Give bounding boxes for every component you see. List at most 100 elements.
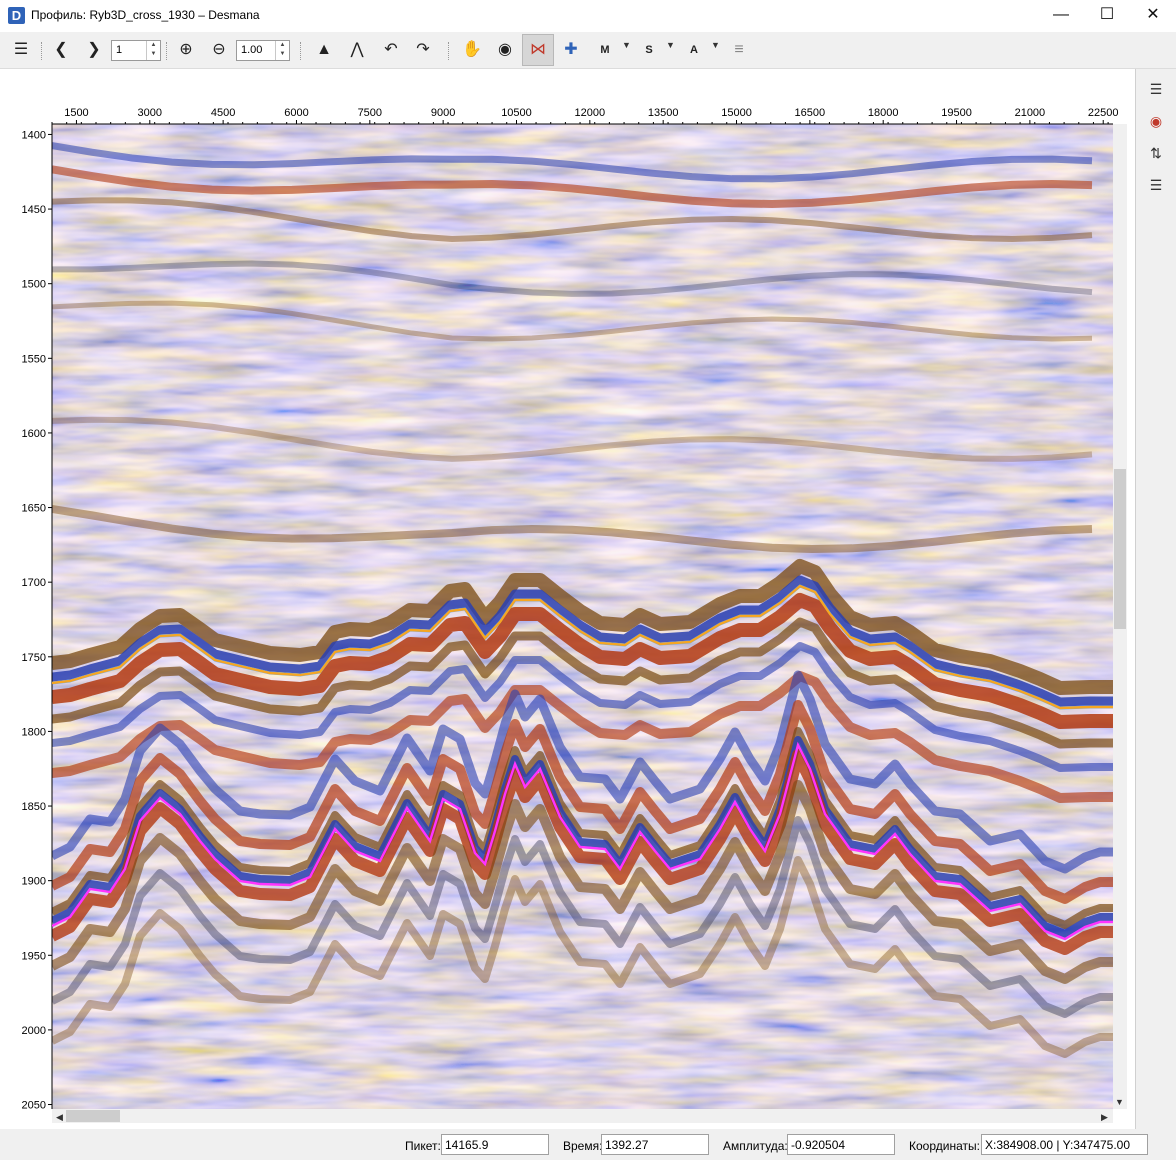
redo-icon[interactable]: ↷ — [416, 41, 430, 58]
x-tick-label: 4500 — [211, 107, 235, 119]
amplitude-field[interactable]: -0.920504 — [787, 1134, 895, 1155]
horizontal-scrollbar[interactable] — [52, 1109, 1113, 1123]
maximize-icon[interactable]: ☐ — [1099, 6, 1115, 23]
y-tick-label: 1850 — [22, 801, 46, 813]
seismic-plot[interactable]: 1500 3000 4500 6000 7500 9000 10500 12000 13500 1… — [0, 69, 1135, 1129]
reflector-band — [52, 816, 1113, 1018]
x-tick-label: 21000 — [1015, 107, 1046, 119]
attribute-a-icon[interactable]: A — [679, 35, 709, 65]
x-tick-label: 18000 — [868, 107, 899, 119]
y-tick-label: 1550 — [22, 353, 46, 365]
x-tick-label: 10500 — [501, 107, 532, 119]
seismic-profile-view[interactable]: 1500 3000 4500 6000 7500 9000 10500 12000 13500 1… — [0, 69, 1136, 1129]
reflector-band — [52, 300, 1093, 342]
time-field[interactable]: 1392.27 — [601, 1134, 709, 1155]
pan-icon[interactable]: ✋ — [462, 41, 482, 58]
y-tick-label: 1500 — [22, 279, 46, 291]
reflector-band — [52, 165, 1093, 208]
palette-icon[interactable]: ◉ — [1149, 113, 1163, 129]
y-tick-label: 2050 — [22, 1100, 46, 1112]
attribute-s-icon[interactable]: S — [634, 35, 664, 65]
coordinates-label: Координаты: — [909, 1139, 980, 1153]
toolbar: ☰ ❮ ❯ 1 ▲ ▼ ⊕ ⊖ 1.00 ▲ ▼ ▲ ⋀ ↶ ↷ ✋ ◉ ⋈ ✚ M… — [0, 32, 1176, 69]
scroll-left-icon[interactable]: ◀ — [56, 1112, 63, 1122]
close-icon[interactable]: ✕ — [1146, 6, 1160, 23]
page-value: 1 — [116, 44, 123, 56]
spin-arrows-icon[interactable]: ▲ ▼ — [275, 41, 289, 60]
next-icon[interactable]: ❯ — [87, 41, 101, 58]
separator — [41, 42, 43, 60]
filter-icon[interactable]: ⇅ — [1150, 145, 1162, 161]
chevron-down-icon[interactable]: ▼ — [711, 40, 720, 50]
layers-settings-icon[interactable]: ☰ — [1149, 81, 1163, 97]
seismic-image — [52, 124, 1113, 1109]
scroll-down-icon[interactable]: ▼ — [1115, 1097, 1124, 1107]
attribute-s-label: S — [645, 44, 653, 56]
x-tick-label: 9000 — [431, 107, 455, 119]
x-tick-label: 16500 — [795, 107, 826, 119]
pick-field[interactable]: 14165.9 — [441, 1134, 549, 1155]
reflector-band — [52, 505, 1093, 553]
horizontal-scroll-thumb[interactable] — [66, 1110, 120, 1122]
wiggle-icon[interactable]: ▲ — [316, 41, 332, 58]
right-panel: ☰ ◉ ⇅ ☰ — [1136, 69, 1176, 1129]
reflector-band — [52, 142, 1093, 183]
x-tick-label: 6000 — [284, 107, 308, 119]
y-tick-label: 1600 — [22, 428, 46, 440]
properties-icon[interactable]: ☰ — [1149, 177, 1163, 193]
chevron-down-icon[interactable]: ▼ — [622, 40, 631, 50]
horizon-edit-icon[interactable]: ⋈ — [522, 34, 554, 66]
y-tick-label: 1900 — [22, 876, 46, 888]
minimize-icon[interactable]: — — [1053, 6, 1069, 23]
zoom-out-icon[interactable]: ⊖ — [212, 41, 226, 58]
window-title: Профиль: Ryb3D_cross_1930 – Desmana — [31, 8, 260, 22]
horizon-upper[interactable] — [52, 584, 1113, 710]
reflector-band — [52, 593, 1113, 729]
reflector-band — [52, 575, 1113, 707]
reflector-band — [52, 617, 1113, 749]
crosshair-icon[interactable]: ✚ — [564, 41, 578, 58]
variable-area-icon[interactable]: ⋀ — [350, 41, 364, 58]
reflector-band — [52, 856, 1113, 1058]
x-tick-label: 1500 — [64, 107, 88, 119]
attribute-m-icon[interactable]: M — [590, 35, 620, 65]
y-tick-label: 1800 — [22, 726, 46, 738]
x-tick-label: 7500 — [358, 107, 382, 119]
reflector-band — [52, 780, 1113, 984]
settings-icon[interactable]: ≡ — [734, 41, 744, 58]
scroll-right-icon[interactable]: ▶ — [1101, 1112, 1108, 1122]
x-tick-label: 22500 — [1088, 107, 1119, 119]
reflector-band — [52, 260, 1093, 297]
reflector-band — [52, 642, 1113, 772]
zoom-spinbox[interactable]: 1.00 ▲ ▼ — [236, 40, 290, 61]
attribute-a-label: A — [690, 44, 698, 56]
undo-icon[interactable]: ↶ — [384, 41, 398, 58]
page-spinbox[interactable]: 1 ▲ ▼ — [111, 40, 161, 61]
reflector-band — [52, 416, 1093, 462]
horizon-lower[interactable] — [52, 741, 1113, 941]
x-tick-label: 3000 — [138, 107, 162, 119]
reflector-band — [52, 197, 1093, 242]
chevron-down-icon[interactable]: ▼ — [666, 40, 675, 50]
prev-icon[interactable]: ❮ — [54, 41, 68, 58]
y-tick-label: 1700 — [22, 577, 46, 589]
zoom-value: 1.00 — [241, 44, 263, 56]
app-icon: D — [8, 7, 25, 24]
zoom-in-icon[interactable]: ⊕ — [179, 41, 193, 58]
reflector-band — [52, 749, 1113, 955]
title-bar: D Профиль: Ryb3D_cross_1930 – Desmana — … — [0, 0, 1176, 32]
reflector-band — [52, 671, 1113, 803]
pick-label: Пикет: — [405, 1139, 441, 1153]
y-tick-label: 2000 — [22, 1025, 46, 1037]
vertical-scroll-thumb[interactable] — [1114, 469, 1126, 629]
separator — [166, 42, 168, 60]
spin-arrows-icon[interactable]: ▲ ▼ — [146, 41, 160, 60]
coordinates-field[interactable]: X:384908.00 | Y:347475.00 — [981, 1134, 1148, 1155]
pick-icon[interactable]: ◉ — [498, 41, 512, 58]
reflector-band — [52, 700, 1113, 904]
y-tick-label: 1400 — [22, 129, 46, 141]
y-tick-label: 1450 — [22, 204, 46, 216]
y-tick-label: 1750 — [22, 652, 46, 664]
menu-icon[interactable]: ☰ — [13, 41, 29, 58]
reflector-band — [52, 559, 1113, 695]
